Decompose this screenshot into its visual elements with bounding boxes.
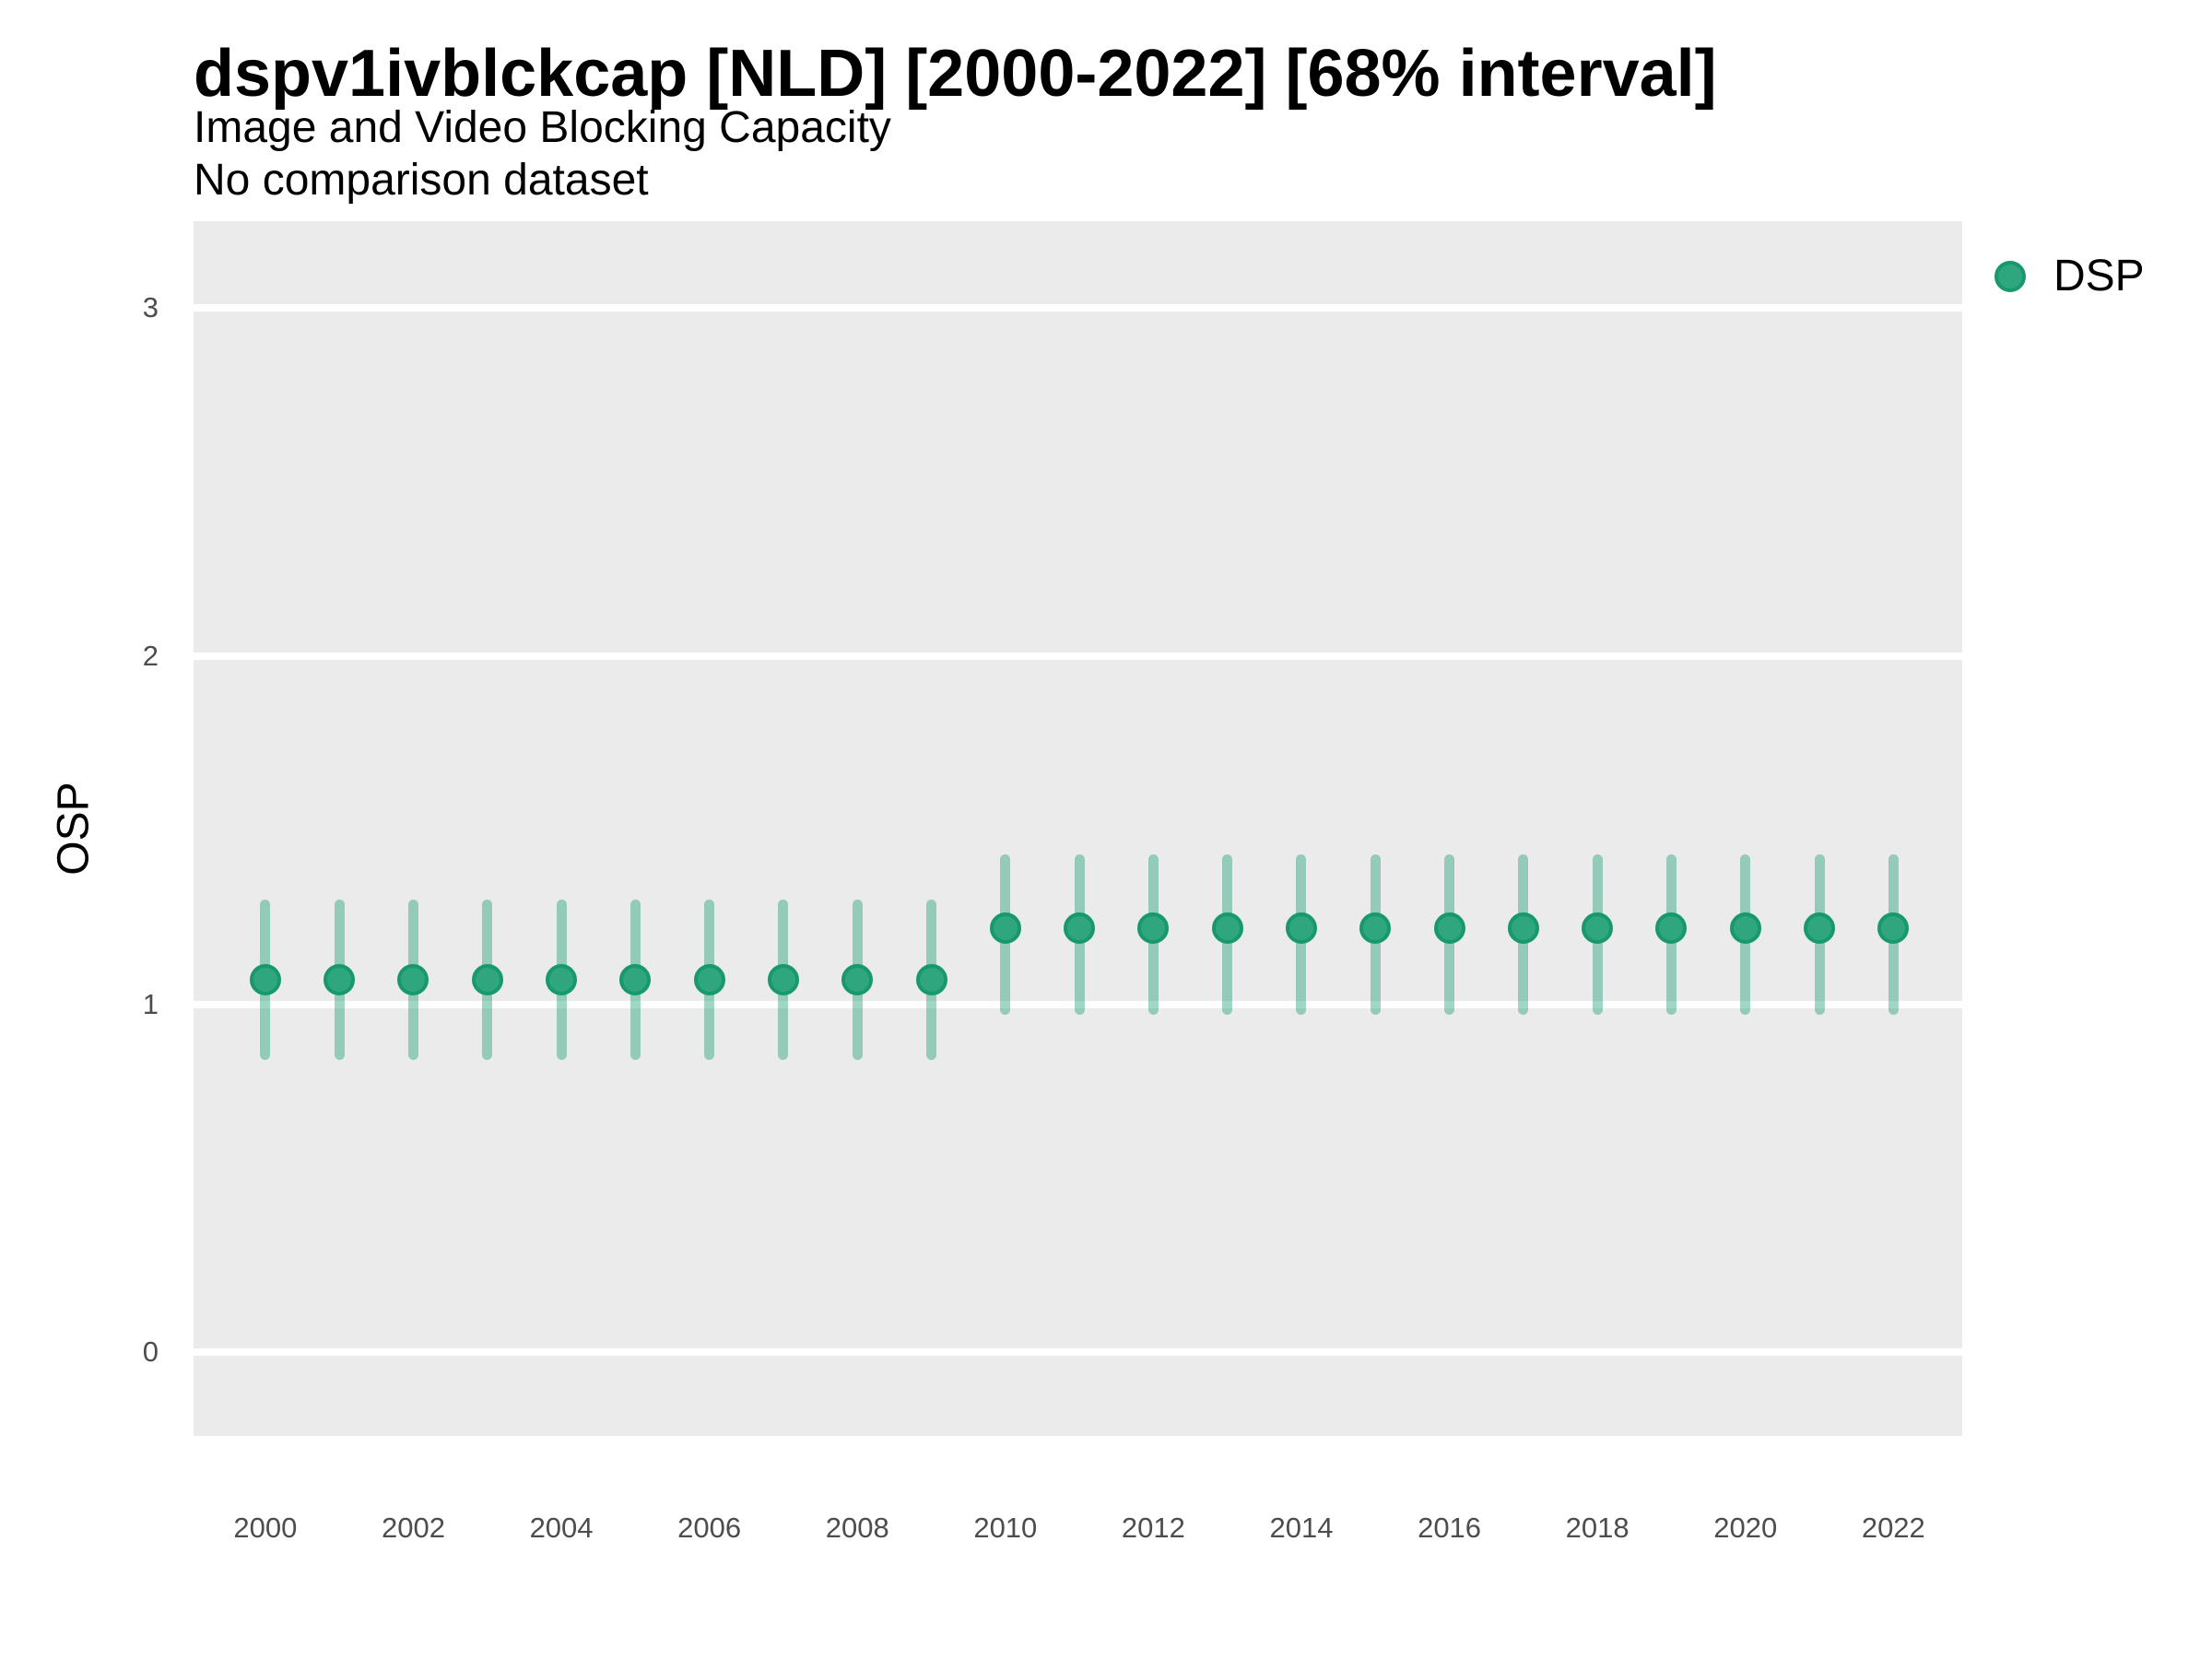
data-point-2005 <box>619 964 652 996</box>
data-point-2015 <box>1359 912 1392 944</box>
data-point-2000 <box>249 964 281 996</box>
y-tick-label-2: 2 <box>142 640 159 673</box>
data-point-2001 <box>324 964 356 996</box>
x-tick-label-2012: 2012 <box>1121 1512 1185 1544</box>
data-point-2009 <box>915 964 947 996</box>
chart-subtitle: Image and Video Blocking Capacity <box>194 103 891 152</box>
data-point-2017 <box>1507 912 1539 944</box>
y-axis-title: OSP <box>49 782 99 876</box>
data-point-2003 <box>471 964 503 996</box>
x-tick-label-2014: 2014 <box>1269 1512 1334 1544</box>
data-point-2006 <box>693 964 725 996</box>
x-tick-label-2018: 2018 <box>1565 1512 1630 1544</box>
x-tick-label-2000: 2000 <box>233 1512 298 1544</box>
data-point-2022 <box>1877 912 1910 944</box>
data-point-2016 <box>1433 912 1465 944</box>
x-tick-label-2002: 2002 <box>381 1512 445 1544</box>
chart-title: dspv1ivblckcap [NLD] [2000-2022] [68% in… <box>194 37 1717 111</box>
x-tick-label-2006: 2006 <box>677 1512 742 1544</box>
data-point-2008 <box>841 964 874 996</box>
gridline-y-1 <box>194 1000 1962 1008</box>
gridline-y-0 <box>194 1348 1962 1357</box>
data-point-2018 <box>1582 912 1614 944</box>
x-tick-label-2004: 2004 <box>529 1512 594 1544</box>
data-point-2020 <box>1729 912 1761 944</box>
chart-note: No comparison dataset <box>194 156 649 205</box>
data-point-2019 <box>1655 912 1688 944</box>
legend-label: DSP <box>2053 252 2145 300</box>
y-tick-label-3: 3 <box>142 291 159 324</box>
data-point-2011 <box>1064 912 1096 944</box>
data-point-2010 <box>989 912 1021 944</box>
plot-panel <box>194 221 1962 1436</box>
legend-point-icon <box>1994 261 2026 292</box>
y-tick-label-0: 0 <box>142 1335 159 1369</box>
data-point-2012 <box>1137 912 1170 944</box>
gridline-y-3 <box>194 304 1962 312</box>
data-point-2014 <box>1285 912 1317 944</box>
x-tick-label-2008: 2008 <box>825 1512 889 1544</box>
x-tick-label-2016: 2016 <box>1418 1512 1482 1544</box>
data-point-2002 <box>397 964 429 996</box>
data-point-2013 <box>1211 912 1243 944</box>
data-point-2007 <box>767 964 799 996</box>
data-point-2004 <box>546 964 578 996</box>
x-tick-label-2020: 2020 <box>1713 1512 1778 1544</box>
x-tick-label-2010: 2010 <box>973 1512 1038 1544</box>
y-tick-label-1: 1 <box>142 987 159 1020</box>
x-tick-label-2022: 2022 <box>1861 1512 1925 1544</box>
gridline-y-2 <box>194 653 1962 661</box>
data-point-2021 <box>1804 912 1836 944</box>
